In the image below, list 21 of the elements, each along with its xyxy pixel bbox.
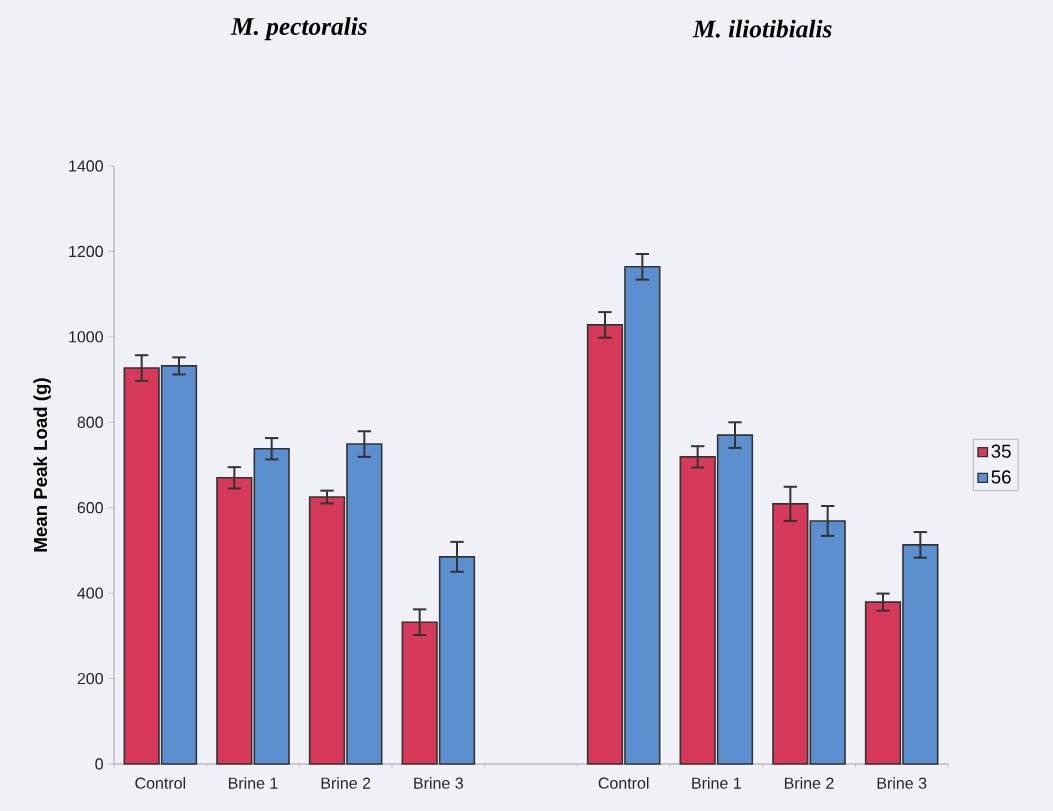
y-tick-label: 600 xyxy=(77,502,103,514)
x-tick-label: Control xyxy=(598,777,649,789)
legend-label: 56 xyxy=(991,470,1011,484)
legend-label: 35 xyxy=(991,444,1011,458)
y-tick-label: 0 xyxy=(95,758,103,770)
text: M. iliotibialis xyxy=(692,19,832,38)
y-tick-label: 1000 xyxy=(69,331,103,343)
y-tick-label: 800 xyxy=(77,416,103,428)
x-tick-label: Control xyxy=(135,777,186,789)
y-tick-label: 200 xyxy=(77,672,103,685)
x-tick-label: Brine 2 xyxy=(321,777,371,789)
y-tick-label: 400 xyxy=(77,587,103,599)
y-axis-title: Mean Peak Load (g) xyxy=(33,378,51,552)
x-tick-label: Brine 2 xyxy=(784,777,834,789)
y-tick-label: 1400 xyxy=(69,160,103,172)
x-tick-label: Brine 3 xyxy=(877,777,927,789)
x-tick-label: Brine 1 xyxy=(692,777,741,789)
x-tick-label: Brine 1 xyxy=(228,777,278,789)
y-tick-label: 1200 xyxy=(69,245,103,258)
text: M. pectoralis xyxy=(230,17,367,41)
x-tick-label: Brine 3 xyxy=(414,777,463,789)
